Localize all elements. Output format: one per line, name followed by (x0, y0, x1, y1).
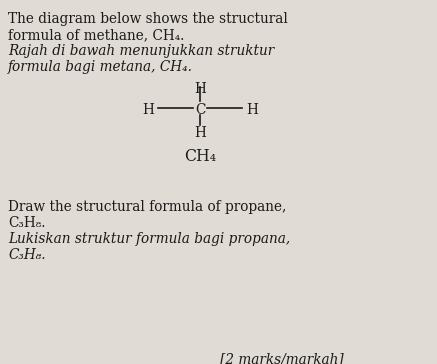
Text: H: H (194, 82, 206, 96)
Text: CH₄: CH₄ (184, 148, 216, 165)
Text: C: C (195, 103, 205, 117)
Text: [2 marks/markah]: [2 marks/markah] (220, 352, 344, 364)
Text: formula bagi metana, CH₄.: formula bagi metana, CH₄. (8, 60, 193, 74)
Text: Lukiskan struktur formula bagi propana,: Lukiskan struktur formula bagi propana, (8, 232, 290, 246)
Text: C₃H₈.: C₃H₈. (8, 248, 45, 262)
Text: Draw the structural formula of propane,: Draw the structural formula of propane, (8, 200, 286, 214)
Text: H: H (246, 103, 258, 117)
Text: formula of methane, CH₄.: formula of methane, CH₄. (8, 28, 184, 42)
Text: C₃H₈.: C₃H₈. (8, 216, 45, 230)
Text: Rajah di bawah menunjukkan struktur: Rajah di bawah menunjukkan struktur (8, 44, 274, 58)
Text: The diagram below shows the structural: The diagram below shows the structural (8, 12, 288, 26)
Text: H: H (142, 103, 154, 117)
Text: H: H (194, 126, 206, 140)
